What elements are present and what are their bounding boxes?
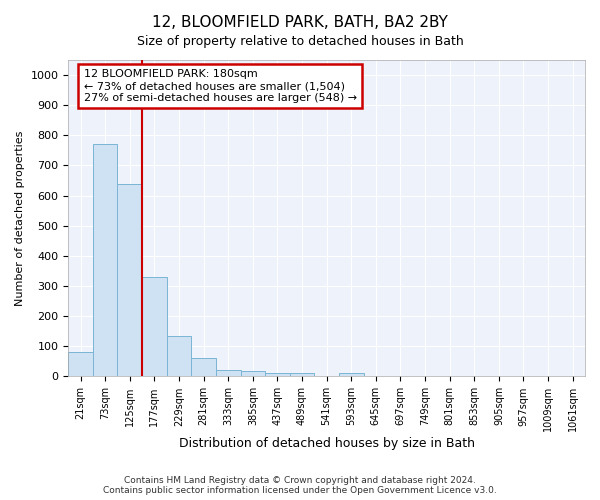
Text: 12 BLOOMFIELD PARK: 180sqm
← 73% of detached houses are smaller (1,504)
27% of s: 12 BLOOMFIELD PARK: 180sqm ← 73% of deta… <box>84 70 357 102</box>
Bar <box>265 373 290 376</box>
Bar <box>93 144 118 376</box>
Text: Size of property relative to detached houses in Bath: Size of property relative to detached ho… <box>137 35 463 48</box>
Bar <box>142 277 167 376</box>
Bar <box>68 352 93 376</box>
Bar <box>216 370 241 376</box>
Bar <box>241 372 265 376</box>
Text: Contains HM Land Registry data © Crown copyright and database right 2024.
Contai: Contains HM Land Registry data © Crown c… <box>103 476 497 495</box>
Text: 12, BLOOMFIELD PARK, BATH, BA2 2BY: 12, BLOOMFIELD PARK, BATH, BA2 2BY <box>152 15 448 30</box>
Bar <box>167 336 191 376</box>
Bar <box>118 184 142 376</box>
Bar <box>290 374 314 376</box>
Bar <box>339 374 364 376</box>
X-axis label: Distribution of detached houses by size in Bath: Distribution of detached houses by size … <box>179 437 475 450</box>
Y-axis label: Number of detached properties: Number of detached properties <box>15 130 25 306</box>
Bar <box>191 358 216 376</box>
